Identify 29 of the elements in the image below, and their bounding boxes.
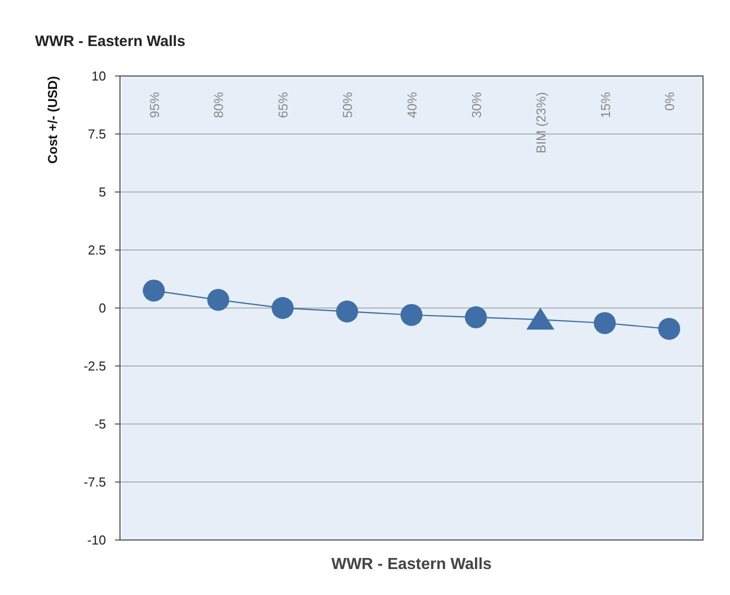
point: [658, 318, 680, 340]
point: [142, 280, 165, 302]
x-tick-label: 30%: [468, 92, 484, 118]
point: [207, 288, 230, 311]
y-tick-label: 2.5: [88, 242, 106, 258]
chart-title: WWR - Eastern Walls: [35, 33, 186, 50]
y-tick-label: -7.5: [84, 474, 106, 490]
point: [272, 297, 294, 319]
y-tick-label: -2.5: [84, 358, 106, 374]
y-tick-label: -5: [94, 416, 106, 432]
point: [400, 304, 422, 326]
y-tick-label: 7.5: [88, 126, 106, 142]
y-axis-title: Cost +/- (USD): [45, 76, 60, 164]
point: [464, 306, 487, 328]
x-tick-label: 50%: [340, 92, 356, 118]
x-tick-label: 65%: [276, 92, 291, 118]
x-tick-label: 40%: [404, 92, 420, 118]
x-tick-label: BIM (23%): [533, 92, 548, 154]
point: [594, 312, 616, 334]
point: [336, 300, 358, 322]
x-tick-label: 0%: [662, 92, 678, 111]
x-tick-label: 80%: [211, 92, 226, 118]
x-axis-title: WWR - Eastern Walls: [331, 556, 492, 573]
y-tick-label: -10: [87, 532, 106, 548]
y-tick-label: 10: [92, 68, 106, 84]
y-tick-label: 5: [98, 184, 106, 200]
y-tick-label: 0: [98, 300, 106, 316]
x-tick-label: 95%: [146, 92, 162, 118]
x-tick-label: 15%: [598, 92, 613, 118]
